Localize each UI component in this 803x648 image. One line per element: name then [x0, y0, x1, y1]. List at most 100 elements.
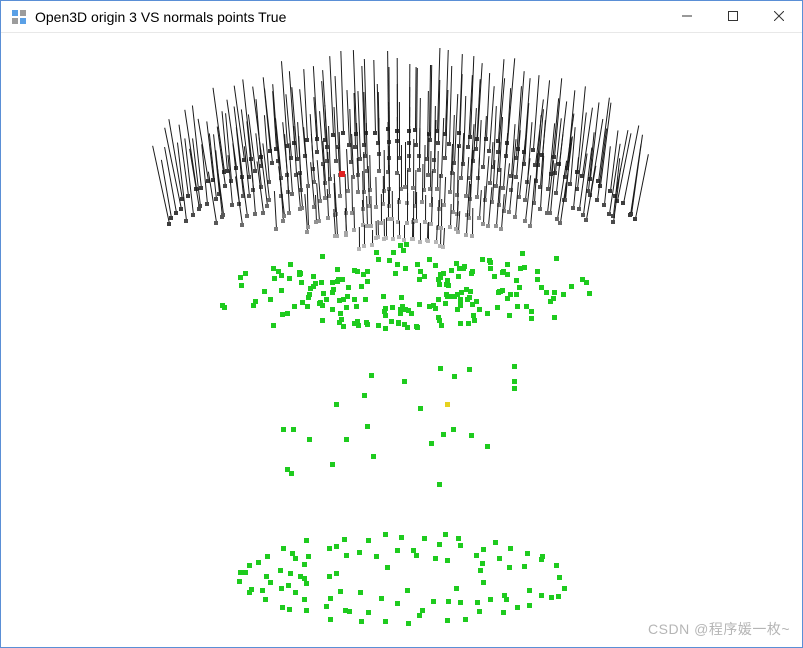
point — [279, 586, 284, 591]
point — [272, 276, 277, 281]
point — [243, 570, 248, 575]
point — [456, 274, 461, 279]
point — [324, 604, 329, 609]
normal-line — [463, 96, 466, 164]
normal-line — [493, 106, 497, 167]
point — [584, 280, 589, 285]
point — [304, 538, 309, 543]
point — [514, 292, 519, 297]
point — [561, 292, 566, 297]
point — [334, 544, 339, 549]
point — [237, 579, 242, 584]
point — [318, 300, 323, 305]
point — [292, 304, 297, 309]
point — [302, 597, 307, 602]
viewport-3d[interactable] — [2, 34, 801, 646]
normal-line — [373, 60, 376, 133]
point — [300, 300, 305, 305]
point — [459, 176, 463, 180]
maximize-button[interactable] — [710, 1, 756, 31]
point — [365, 269, 370, 274]
point — [398, 307, 403, 312]
point — [433, 556, 438, 561]
point — [379, 221, 383, 225]
point — [338, 194, 342, 198]
point — [338, 589, 343, 594]
normal-line — [469, 184, 471, 219]
point — [529, 316, 534, 321]
point — [520, 251, 525, 256]
normal-line — [472, 208, 473, 236]
point — [480, 561, 485, 566]
point — [405, 588, 410, 593]
point — [379, 596, 384, 601]
point — [306, 225, 310, 229]
point — [302, 576, 307, 581]
point — [487, 258, 492, 263]
point — [264, 574, 269, 579]
point — [481, 580, 486, 585]
point — [445, 618, 450, 623]
point — [487, 149, 491, 153]
point — [420, 200, 424, 204]
point — [452, 374, 457, 379]
point — [286, 583, 291, 588]
normal-line — [398, 198, 399, 222]
point — [344, 231, 348, 235]
point — [556, 594, 561, 599]
point — [488, 597, 493, 602]
point — [239, 283, 244, 288]
point — [169, 216, 173, 220]
point — [475, 600, 480, 605]
point — [374, 205, 378, 209]
point — [426, 239, 430, 243]
point — [414, 553, 419, 558]
point — [395, 548, 400, 553]
titlebar[interactable]: Open3D origin 3 VS normals points True — [1, 1, 802, 33]
point — [304, 608, 309, 613]
point — [328, 617, 333, 622]
point — [437, 482, 442, 487]
normal-line — [424, 145, 426, 190]
point — [524, 304, 529, 309]
point — [345, 294, 350, 299]
point — [446, 599, 451, 604]
point — [337, 320, 342, 325]
point — [344, 437, 349, 442]
point — [441, 432, 446, 437]
point — [429, 441, 434, 446]
point — [376, 323, 381, 328]
point — [515, 304, 520, 309]
normal-line — [444, 177, 446, 205]
point — [422, 536, 427, 541]
point — [475, 195, 479, 199]
point — [417, 302, 422, 307]
point — [340, 277, 345, 282]
point — [488, 266, 493, 271]
point — [396, 320, 401, 325]
point — [488, 181, 492, 185]
point — [330, 307, 335, 312]
point — [315, 150, 319, 154]
normal-line — [307, 188, 309, 228]
point — [287, 276, 292, 281]
minimize-button[interactable] — [664, 1, 710, 31]
point — [395, 262, 400, 267]
point — [383, 313, 388, 318]
point — [443, 532, 448, 537]
point — [356, 323, 361, 328]
point — [354, 304, 359, 309]
point — [402, 238, 406, 242]
point — [414, 219, 418, 223]
point — [470, 269, 475, 274]
point — [335, 267, 340, 272]
point — [253, 169, 257, 173]
point — [531, 148, 535, 152]
point — [507, 210, 511, 214]
close-button[interactable] — [756, 1, 802, 31]
point — [404, 242, 409, 247]
point — [478, 568, 483, 573]
point — [243, 271, 248, 276]
app-window: Open3D origin 3 VS normals points True C… — [0, 0, 803, 648]
point — [418, 406, 423, 411]
